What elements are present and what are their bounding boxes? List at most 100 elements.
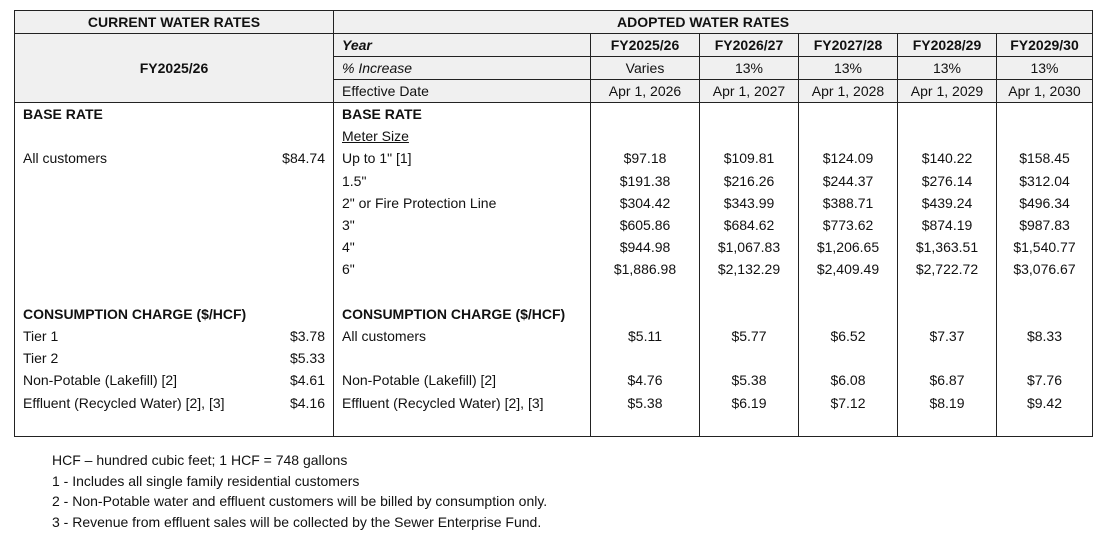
adopted-rate-value: $944.98	[590, 236, 700, 259]
adopted-rate-label: 3"	[333, 214, 591, 237]
header-row-effective: Effective Date Apr 1, 2026 Apr 1, 2027 Apr…	[15, 79, 1093, 103]
adopted-rate-value	[699, 302, 799, 326]
adopted-rate-value	[699, 347, 799, 370]
rate-row: 1.5" $191.38 $216.26 $244.37 $276.14 $312.04	[14, 169, 1093, 192]
adopted-rate-value	[996, 302, 1093, 326]
adopted-rate-value	[897, 413, 997, 438]
adopted-rate-value: $3,076.67	[996, 258, 1093, 281]
adopted-rate-value	[996, 125, 1093, 148]
adopted-rate-value	[897, 302, 997, 326]
adopted-rate-value: $773.62	[798, 214, 898, 237]
adopted-rate-value: $276.14	[897, 169, 997, 192]
adopted-rate-value: $124.09	[798, 147, 898, 170]
current-rate-value	[260, 125, 334, 148]
adopted-rate-value: $343.99	[699, 191, 799, 215]
adopted-rate-value: $4.76	[590, 369, 700, 392]
adopted-rate-value	[699, 102, 799, 126]
header-year-cell: FY2025/26	[590, 33, 700, 57]
adopted-rate-value: $2,409.49	[798, 258, 898, 281]
adopted-rate-value: $496.34	[996, 191, 1093, 215]
rate-row	[14, 413, 1093, 438]
current-rate-label: Non-Potable (Lakefill) [2]	[14, 369, 261, 392]
adopted-rate-label: All customers	[333, 325, 591, 348]
footnote: 3 - Revenue from effluent sales will be …	[52, 514, 542, 531]
adopted-rate-value	[699, 413, 799, 438]
effective-date-label: Effective Date	[333, 79, 591, 103]
footnote: 1 - Includes all single family residenti…	[52, 472, 360, 489]
adopted-rate-value: $312.04	[996, 169, 1093, 192]
footnote: 2 - Non-Potable water and effluent custo…	[52, 493, 548, 510]
adopted-rate-value	[996, 347, 1093, 370]
current-rate-value: $84.74	[260, 147, 334, 170]
current-rate-label	[14, 214, 261, 237]
adopted-rate-value	[590, 302, 700, 326]
adopted-rate-value	[996, 102, 1093, 126]
rate-row: All customers $84.74 Up to 1" [1] $97.18 $10…	[14, 147, 1093, 170]
adopted-rate-value: $2,722.72	[897, 258, 997, 281]
adopted-rate-value: $8.33	[996, 325, 1093, 348]
adopted-rate-value: $5.38	[590, 391, 700, 414]
header-year-cell: FY2029/30	[996, 33, 1093, 57]
header-effective-cell: Apr 1, 2026	[590, 79, 700, 103]
adopted-rate-value: $9.42	[996, 391, 1093, 414]
rate-row: Meter Size	[14, 125, 1093, 148]
adopted-rate-value	[798, 347, 898, 370]
adopted-rate-value: $6.87	[897, 369, 997, 392]
adopted-rate-value: $5.77	[699, 325, 799, 348]
adopted-rate-value: $1,067.83	[699, 236, 799, 259]
current-rate-label: Tier 2	[14, 347, 261, 370]
header-increase-cell: Varies	[590, 56, 700, 80]
adopted-rate-label: Non-Potable (Lakefill) [2]	[333, 369, 591, 392]
current-rate-value	[260, 191, 334, 215]
adopted-rate-value	[897, 347, 997, 370]
adopted-rate-label: 2" or Fire Protection Line	[333, 191, 591, 215]
current-rate-value	[260, 236, 334, 259]
current-rate-label	[14, 236, 261, 259]
adopted-rate-value: $97.18	[590, 147, 700, 170]
adopted-rate-label: Up to 1" [1]	[333, 147, 591, 170]
adopted-rate-value	[798, 125, 898, 148]
rate-row: Tier 2 $5.33	[14, 347, 1093, 370]
header-row-year: FY2025/26 Year FY2025/26 FY2026/27 FY2027/…	[14, 33, 1093, 103]
header-year-cell: FY2027/28	[798, 33, 898, 57]
adopted-rate-value	[798, 302, 898, 326]
adopted-rate-value	[699, 125, 799, 148]
header-increase-cell: 13%	[996, 56, 1093, 80]
header-year-cell: FY2026/27	[699, 33, 799, 57]
current-rates-title: CURRENT WATER RATES	[14, 10, 334, 34]
current-rate-label: CONSUMPTION CHARGE ($/HCF)	[14, 302, 261, 326]
header-increase-cell: 13%	[897, 56, 997, 80]
adopted-rate-value: $244.37	[798, 169, 898, 192]
adopted-rate-value	[699, 280, 799, 303]
adopted-rate-value: $304.42	[590, 191, 700, 215]
header-effective-cell: Apr 1, 2027	[699, 79, 799, 103]
adopted-rate-label	[333, 280, 591, 303]
rate-row: 4" $944.98 $1,067.83 $1,206.65 $1,363.51 $1,5…	[14, 236, 1093, 259]
adopted-rate-label: Effluent (Recycled Water) [2], [3]	[333, 391, 591, 414]
adopted-rate-label: 6"	[333, 258, 591, 281]
adopted-rate-value	[590, 125, 700, 148]
adopted-rates-title: ADOPTED WATER RATES	[333, 10, 1093, 34]
year-label: Year	[333, 33, 591, 57]
adopted-rate-value: $987.83	[996, 214, 1093, 237]
adopted-rate-label: 4"	[333, 236, 591, 259]
adopted-rate-value: $6.19	[699, 391, 799, 414]
adopted-rate-value: $6.08	[798, 369, 898, 392]
header-effective-cell: Apr 1, 2030	[996, 79, 1093, 103]
adopted-rate-value	[798, 413, 898, 438]
rate-row: 2" or Fire Protection Line $304.42 $343.99…	[14, 191, 1093, 215]
adopted-rate-value	[897, 280, 997, 303]
header-increase-cell: 13%	[699, 56, 799, 80]
adopted-rate-value	[897, 102, 997, 126]
header-row-increase: % Increase Varies 13% 13% 13% 13%	[15, 56, 1093, 80]
current-rate-value	[260, 302, 334, 326]
footnote: HCF – hundred cubic feet; 1 HCF = 748 ga…	[52, 452, 348, 468]
adopted-rate-value	[590, 347, 700, 370]
adopted-rate-value	[798, 280, 898, 303]
adopted-rate-label	[333, 413, 591, 438]
header-increase-cell: 13%	[798, 56, 898, 80]
adopted-rate-value	[996, 280, 1093, 303]
adopted-rate-value: $5.11	[590, 325, 700, 348]
rate-row: 3" $605.86 $684.62 $773.62 $874.19 $987.83	[14, 214, 1093, 237]
adopted-rate-value	[996, 413, 1093, 438]
